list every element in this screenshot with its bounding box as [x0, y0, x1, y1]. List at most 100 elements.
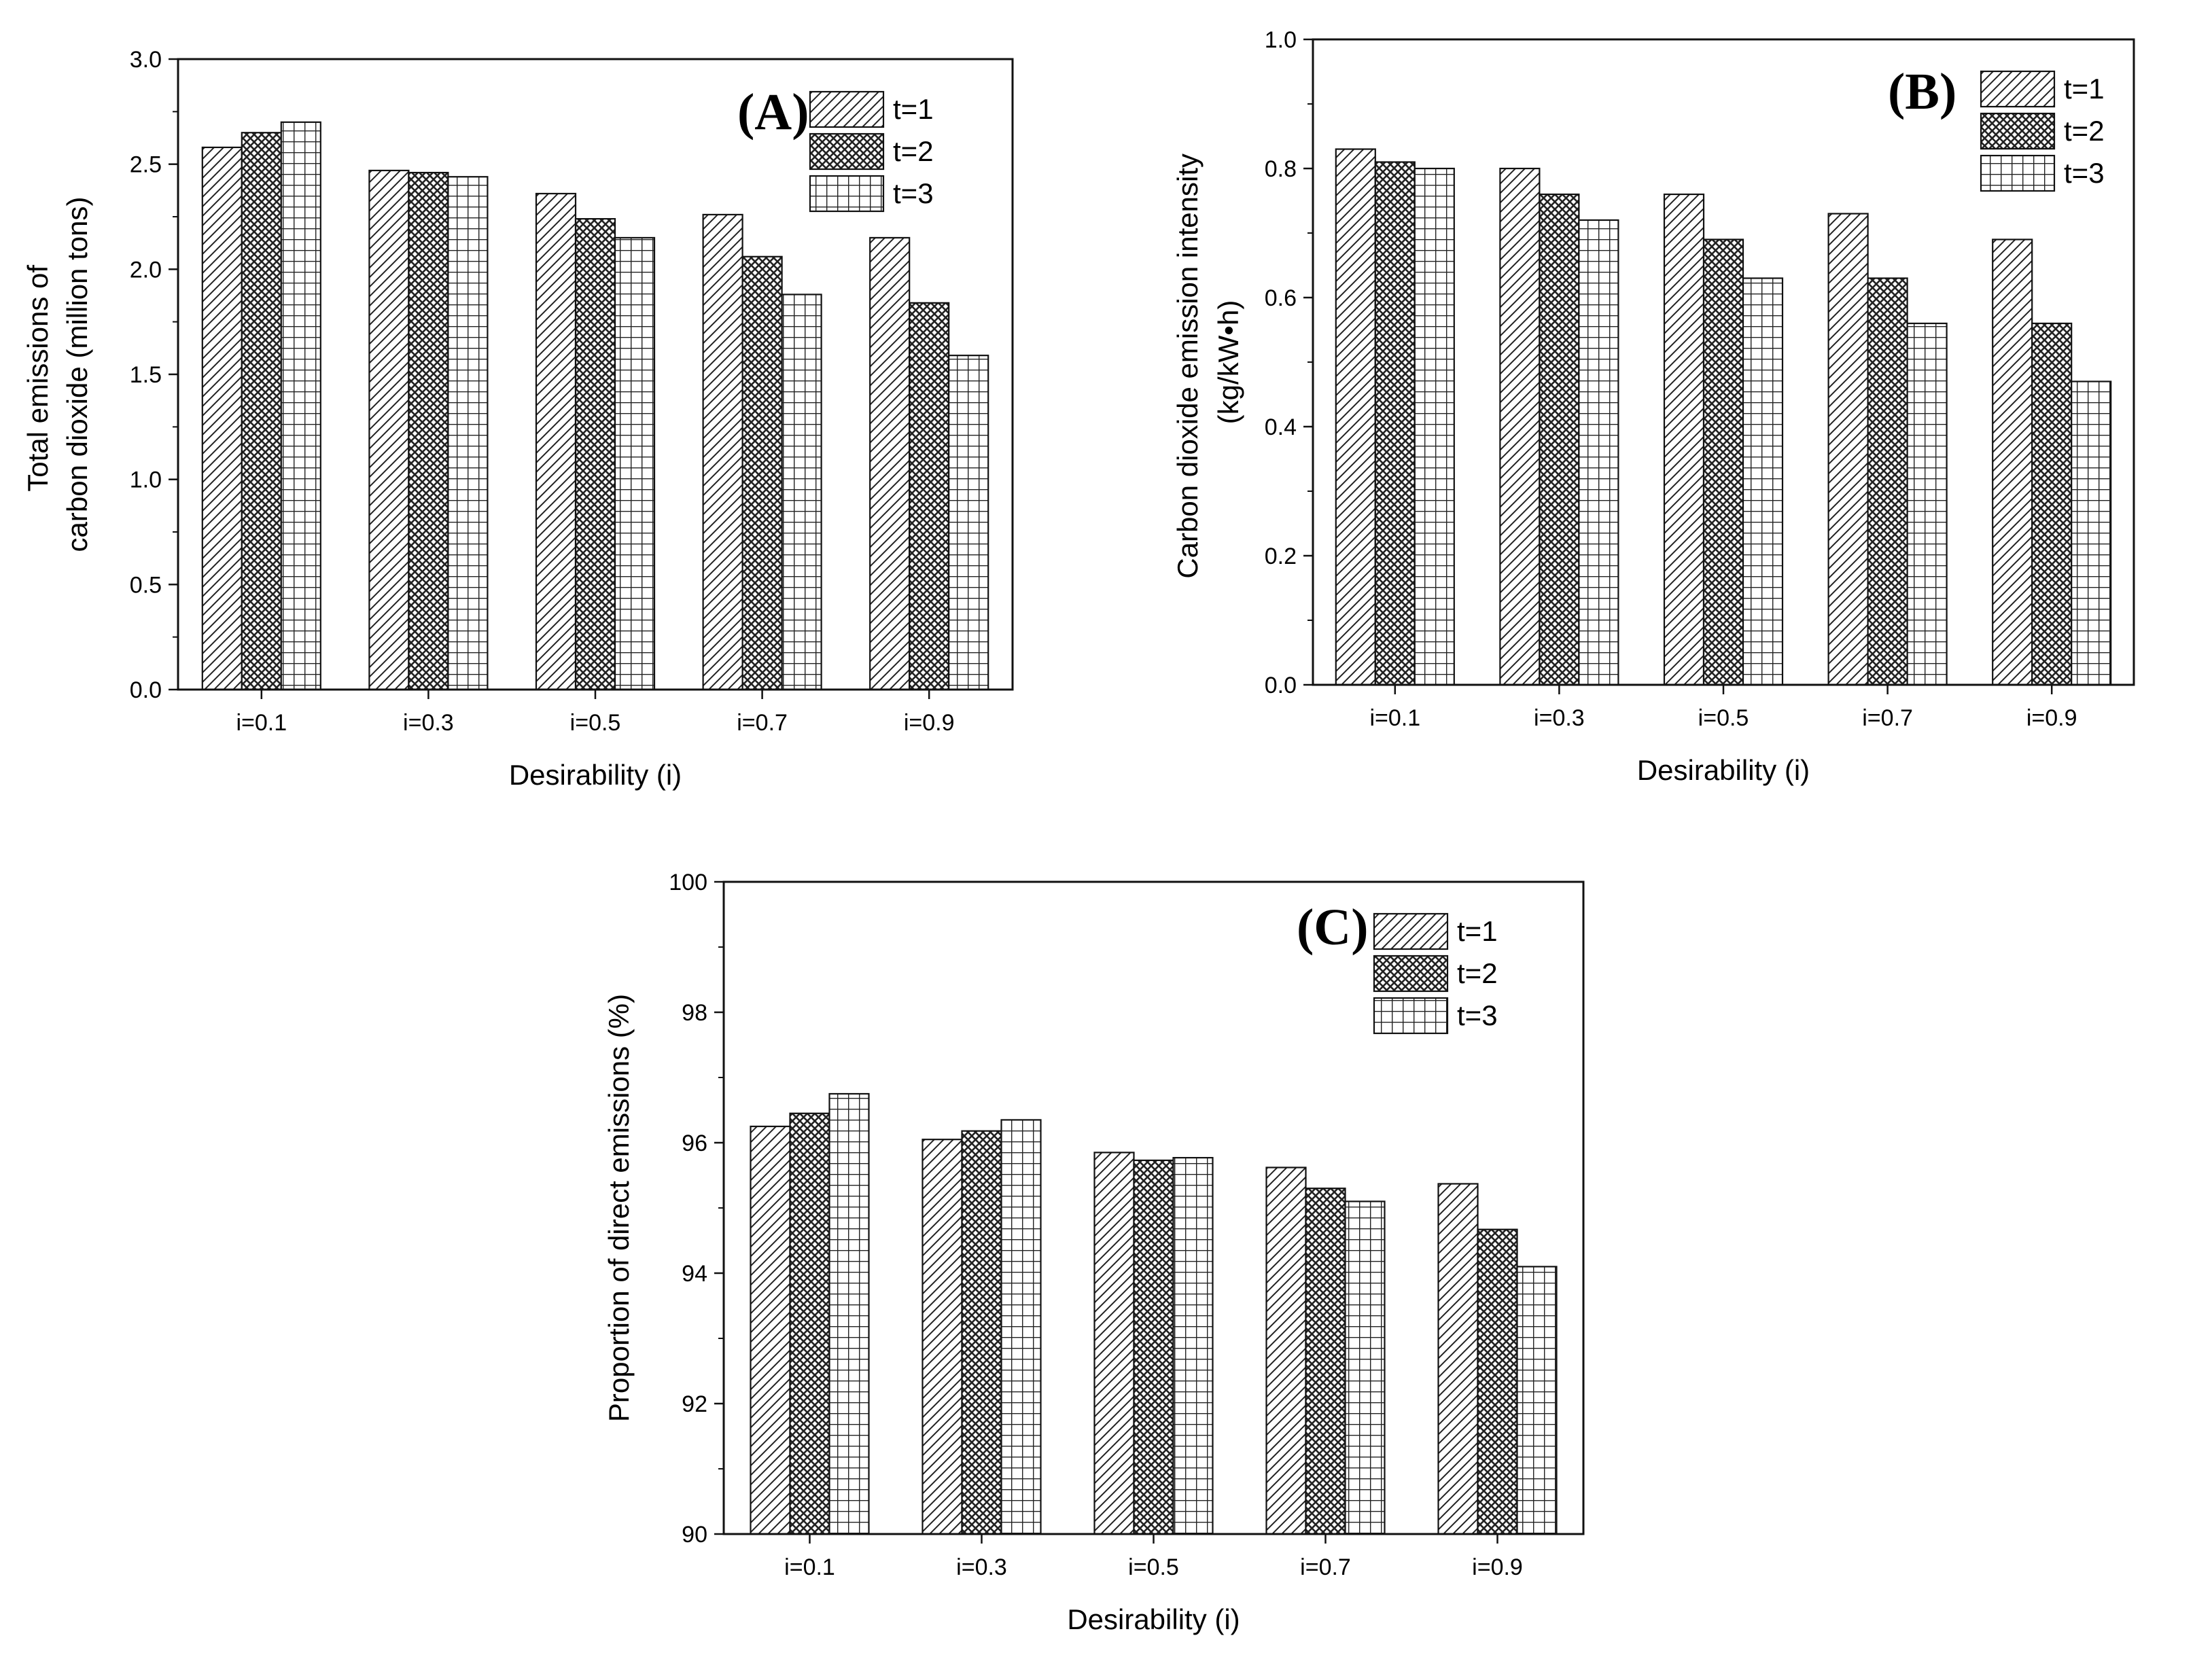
- panel-b-bar-t2-4: [1867, 277, 1908, 686]
- panel-b-label: (B): [1888, 63, 1956, 120]
- panel-b-legend-swatch: [1980, 112, 2056, 150]
- panel-c-x-tick-label: i=0.9: [1472, 1554, 1523, 1580]
- panel-c-bar-t2-3: [1133, 1159, 1174, 1535]
- panel-b-bar-t1-5: [1992, 238, 2033, 686]
- panel-a-legend-item-t3: t=3: [809, 175, 934, 213]
- panel-b-legend: t=1 t=2 t=3: [1980, 70, 2105, 192]
- panel-a-bar-t2-4: [741, 255, 783, 691]
- panel-b-bar-t3-5: [2071, 380, 2112, 686]
- panel-b-bar-t1-2: [1499, 167, 1541, 686]
- panel-b-legend-item-t1: t=1: [1980, 70, 2105, 108]
- panel-c-legend-item-t1: t=1: [1373, 912, 1498, 950]
- panel-b-bar-t3-3: [1742, 277, 1784, 686]
- panel-a-x-axis-title: Desirability (i): [509, 759, 682, 791]
- panel-c-bar-t3-2: [1000, 1119, 1042, 1535]
- panel-b-y-tick-label: 0.2: [1265, 544, 1297, 569]
- panel-c-legend-swatch: [1373, 955, 1449, 993]
- panel-a-y-tick-label: 0.5: [130, 572, 162, 598]
- panel-a-legend-label: t=2: [893, 135, 934, 167]
- panel-a-x-tick-label: i=0.7: [737, 710, 788, 736]
- panel-b-bar-t2-5: [2031, 322, 2073, 686]
- panel-c-y-axis-title: Proportion of direct emissions (%): [603, 994, 635, 1422]
- panel-a-bar-t2-3: [574, 217, 616, 691]
- panel-b-legend-item-t3: t=3: [1980, 154, 2105, 192]
- panel-c-bar-t1-3: [1093, 1152, 1135, 1535]
- panel-c-label: (C): [1297, 899, 1369, 956]
- panel-a-y-axis-title-line-2: carbon dioxide (million tons): [61, 197, 93, 552]
- panel-a-bar-t1-1: [201, 146, 243, 691]
- panel-c-legend-item-t3: t=3: [1373, 997, 1498, 1035]
- panel-c-bar-t1-4: [1265, 1166, 1307, 1535]
- panel-a-x-tick-label: i=0.3: [403, 710, 454, 736]
- panel-a-legend-swatch: [809, 175, 885, 213]
- panel-c-legend-label: t=1: [1457, 915, 1498, 947]
- panel-c-x-tick-label: i=0.7: [1300, 1554, 1351, 1580]
- panel-c-y-tick-label: 94: [682, 1261, 707, 1287]
- panel-a-legend-label: t=3: [893, 177, 934, 209]
- panel-a-y-tick-label: 0.0: [130, 677, 162, 703]
- panel-b-bar-t1-3: [1663, 193, 1705, 686]
- panel-a-bar-t1-5: [869, 236, 911, 691]
- panel-a-bar-t1-4: [702, 213, 743, 691]
- panel-b-y-axis-title-line-2: (kg/kW•h): [1212, 300, 1244, 425]
- panel-c-x-tick-label: i=0.5: [1128, 1554, 1179, 1580]
- panel-a-bar-t2-2: [408, 171, 449, 691]
- panel-a-bar-t3-2: [447, 176, 489, 691]
- panel-a-legend: t=1 t=2 t=3: [809, 90, 934, 213]
- panel-b-x-axis-title: Desirability (i): [1637, 754, 1810, 786]
- panel-a-y-axis-title: Total emissions of carbon dioxide (milli…: [22, 197, 93, 552]
- panel-c-bar-t3-1: [828, 1092, 870, 1535]
- panel-b-y-tick-label: 0.6: [1265, 285, 1297, 311]
- panel-c-legend: t=1 t=2 t=3: [1373, 912, 1498, 1035]
- panel-c-y-tick-label: 90: [682, 1522, 707, 1548]
- panel-c-y-tick-label: 92: [682, 1391, 707, 1417]
- panel-b-legend-swatch: [1980, 154, 2056, 192]
- panel-a-bar-t1-3: [535, 192, 577, 691]
- panel-b-bar-t3-4: [1906, 322, 1948, 686]
- panel-c-y-axis-title-line-1: Proportion of direct emissions (%): [603, 994, 635, 1422]
- panel-a-legend-item-t2: t=2: [809, 132, 934, 171]
- panel-c-bar-t2-2: [961, 1130, 1002, 1535]
- panel-c-y-tick-label: 100: [669, 870, 707, 895]
- panel-a-label: (A): [737, 84, 809, 141]
- panel-c-legend-label: t=2: [1457, 957, 1498, 989]
- panel-c-bar-t2-5: [1477, 1228, 1518, 1535]
- panel-a-bar-t2-1: [241, 132, 282, 691]
- panel-c: 90 92 94 96 98 100 i=0.1 i=0.3 i=0.5 i=0.7 i=0.9 (…: [603, 870, 1585, 1635]
- panel-b-legend-label: t=1: [2064, 73, 2105, 105]
- panel-b-bar-t2-1: [1374, 161, 1416, 686]
- panel-b-x-tick-label: i=0.9: [2026, 705, 2077, 731]
- panel-c-x-tick-label: i=0.1: [784, 1554, 835, 1580]
- panel-a-legend-label: t=1: [893, 93, 934, 125]
- panel-a-y-tick-label: 2.5: [130, 152, 162, 178]
- panel-c-bar-t1-2: [921, 1139, 963, 1535]
- panel-b-x-tick-label: i=0.5: [1698, 705, 1749, 731]
- panel-a-bar-t3-1: [280, 121, 321, 691]
- panel-b-x-tick-label: i=0.7: [1862, 705, 1913, 731]
- panel-b-legend-label: t=2: [2064, 115, 2105, 147]
- panel-b: 0.0 0.2 0.4 0.6 0.8 1.0 i=0.1 i=0.3 i=0.5 i=0.7 i=…: [1172, 27, 2135, 786]
- panel-c-y-tick-label: 98: [682, 1000, 707, 1026]
- panel-a-y-tick-label: 1.5: [130, 362, 162, 388]
- panel-a-legend-swatch: [809, 132, 885, 171]
- panel-a-y-tick-label: 3.0: [130, 47, 162, 73]
- panel-a-plot-area: 0.0 0.5 1.0 1.5 2.0 2.5 3.0 i=0.1 i=0.3 i=0.5 i=0.…: [130, 47, 1014, 736]
- panel-c-legend-swatch: [1373, 997, 1449, 1035]
- panel-b-y-tick-label: 0.8: [1265, 156, 1297, 182]
- panel-a-y-tick-label: 2.0: [130, 257, 162, 283]
- panel-a-x-tick-label: i=0.5: [570, 710, 621, 736]
- panel-c-y-tick-label: 96: [682, 1130, 707, 1156]
- panel-a-bar-t3-4: [781, 293, 822, 691]
- panel-c-bar-t1-5: [1437, 1183, 1479, 1535]
- panel-a-bar-t3-3: [614, 236, 656, 691]
- panel-c-bar-t3-3: [1172, 1156, 1214, 1535]
- panel-c-bar-t3-5: [1516, 1266, 1558, 1535]
- panel-a-x-tick-label: i=0.9: [904, 710, 955, 736]
- panel-b-y-tick-label: 0.0: [1265, 673, 1297, 698]
- panel-b-plot-area: 0.0 0.2 0.4 0.6 0.8 1.0 i=0.1 i=0.3 i=0.5 i=0.7 i=…: [1265, 27, 2135, 731]
- panel-b-x-tick-label: i=0.3: [1534, 705, 1585, 731]
- panel-c-bar-t2-1: [789, 1112, 830, 1535]
- panel-c-x-axis-title: Desirability (i): [1067, 1603, 1240, 1635]
- panel-c-plot-area: 90 92 94 96 98 100 i=0.1 i=0.3 i=0.5 i=0.7 i=0.9: [669, 870, 1585, 1580]
